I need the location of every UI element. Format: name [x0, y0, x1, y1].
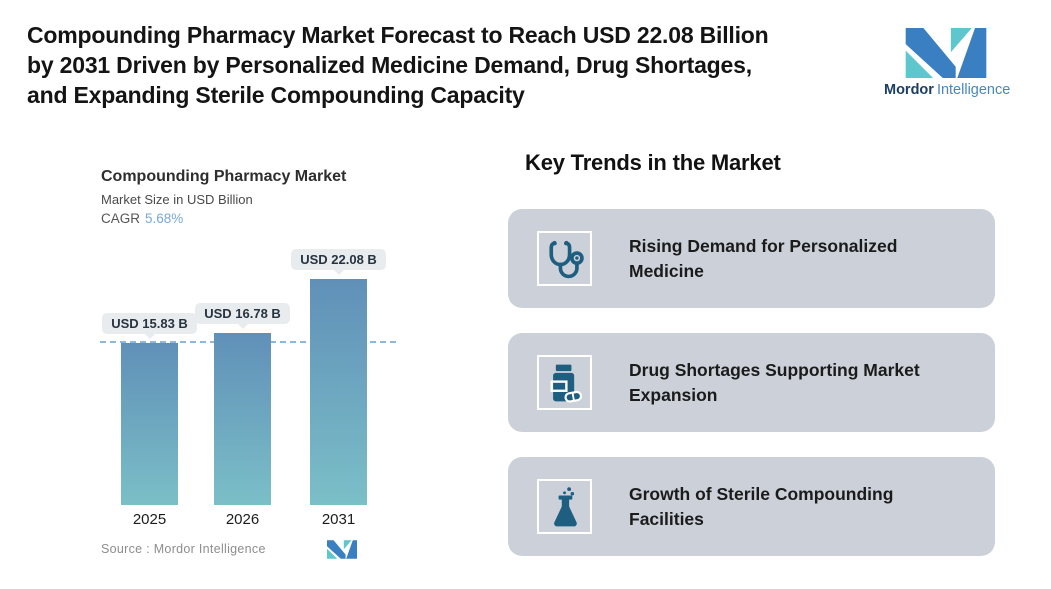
pill-bottle-icon	[550, 364, 582, 403]
x-axis-label-2025: 2025	[132, 511, 167, 528]
value-label-2026: USD 16.78 B	[195, 303, 290, 329]
chart-source: Source : Mordor Intelligence	[101, 542, 266, 556]
icon-tile	[537, 231, 592, 286]
bar-2026	[214, 333, 271, 505]
trend-card-sterile-compounding: Growth of Sterile Compounding Facilities	[508, 457, 995, 556]
x-axis-label-2031: 2031	[321, 511, 356, 528]
bar-group-2031: USD 22.08 B	[291, 249, 386, 505]
stethoscope-icon	[548, 240, 584, 278]
chart-subtitle: Market Size in USD Billion	[101, 192, 253, 207]
icon-tile	[537, 479, 592, 534]
trend-card-personalized-medicine: Rising Demand for Personalized Medicine	[508, 209, 995, 308]
bar-2025	[121, 343, 178, 505]
bar-2031	[310, 279, 367, 505]
flask-icon	[553, 486, 577, 526]
value-label-2031: USD 22.08 B	[291, 249, 386, 275]
mordor-intelligence-logo-icon	[905, 28, 987, 78]
cagr-value: 5.68%	[145, 211, 184, 226]
mini-logo-icon	[327, 540, 357, 559]
page-title-line-1: Compounding Pharmacy Market Forecast to …	[27, 22, 769, 48]
chart-cagr: CAGR 5.68%	[101, 211, 183, 226]
page-title-line-3: and Expanding Sterile Compounding Capaci…	[27, 82, 525, 108]
chart-title: Compounding Pharmacy Market	[101, 168, 347, 185]
trend-label: Growth of Sterile Compounding Facilities	[629, 483, 894, 529]
brand-name-bold: Mordor	[884, 82, 934, 98]
page-title-line-2: by 2031 Driven by Personalized Medicine …	[27, 52, 752, 78]
page-title: Compounding Pharmacy Market Forecast to …	[27, 20, 907, 110]
brand-logo: Mordor Intelligence	[884, 28, 1014, 98]
brand-wordmark: Mordor Intelligence	[884, 82, 1014, 98]
value-label-2025: USD 15.83 B	[102, 313, 197, 339]
trend-label: Rising Demand for Personalized Medicine	[629, 235, 898, 281]
trends-heading: Key Trends in the Market	[525, 150, 781, 175]
icon-tile	[537, 355, 592, 410]
brand-name-light: Intelligence	[936, 82, 1011, 98]
cagr-label: CAGR	[101, 211, 141, 226]
trend-card-drug-shortages: Drug Shortages Supporting Market Expansi…	[508, 333, 995, 432]
trend-label: Drug Shortages Supporting Market Expansi…	[629, 359, 920, 405]
bar-group-2025: USD 15.83 B	[102, 313, 197, 505]
bar-group-2026: USD 16.78 B	[195, 303, 290, 505]
x-axis-label-2026: 2026	[225, 511, 260, 528]
